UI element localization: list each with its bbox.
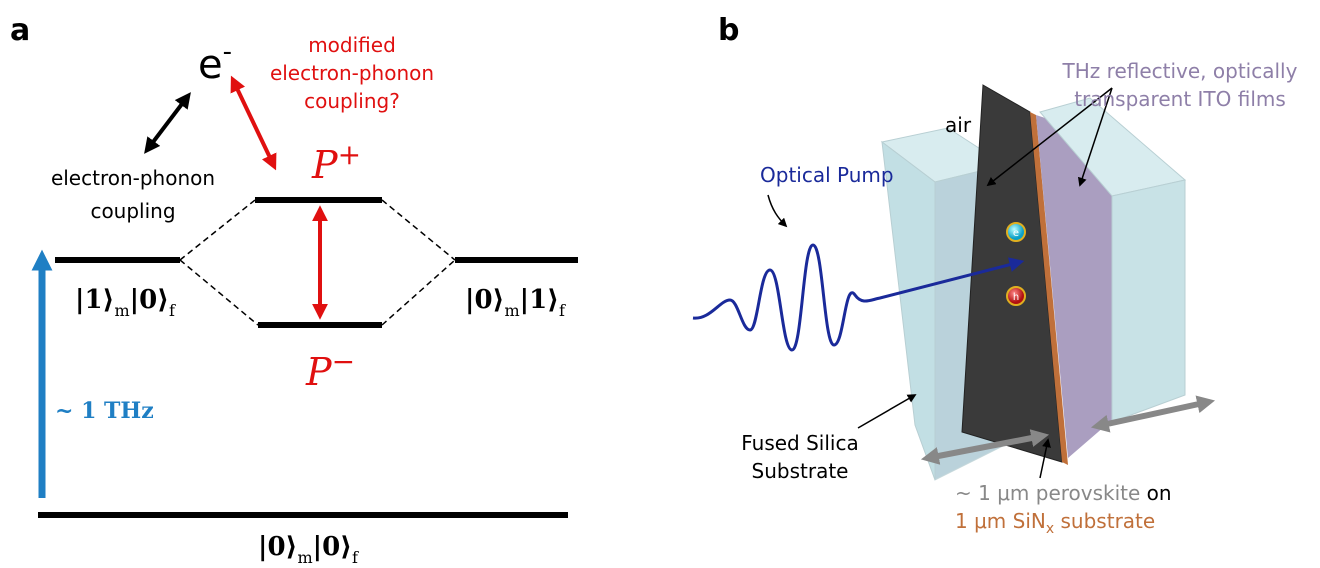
upper-polariton: P+ [311, 138, 361, 187]
block-face [1111, 179, 1186, 423]
text-line: electron-phonon [270, 61, 434, 85]
text-part: substrate [1054, 509, 1155, 533]
dashed-line [381, 259, 456, 326]
sin-edge [1030, 112, 1068, 465]
electron-label: e [1013, 228, 1019, 239]
arrow [230, 75, 277, 171]
hole [1006, 286, 1026, 306]
sub: x [1046, 521, 1054, 537]
state: |1⟩m|0⟩f [75, 285, 176, 320]
pointer [857, 394, 917, 429]
sub: f [352, 548, 359, 567]
ket: |0⟩ [313, 532, 352, 562]
text-part: ~ 1 μm perovskite [955, 481, 1140, 505]
state: |0⟩m|0⟩f [258, 532, 359, 567]
sub: m [504, 301, 519, 320]
pump-pulse [692, 243, 1025, 352]
electron [1006, 222, 1026, 242]
dashed-line [179, 199, 256, 261]
text-line: coupling? [304, 89, 400, 113]
block-face [881, 140, 936, 481]
dashed-line [381, 199, 456, 261]
motion-arrow [1090, 395, 1216, 433]
modified-coupling: modified electron-phonon coupling? [270, 33, 434, 113]
ket: |1⟩ [75, 285, 114, 315]
frequency: ~ 1 THz [55, 398, 154, 424]
ket: |1⟩ [520, 285, 559, 315]
hole-label: h [1013, 292, 1019, 303]
sign: − [332, 345, 355, 378]
dashed-links [179, 199, 456, 326]
charge: - [223, 37, 232, 67]
ito-label: THz reflective, optically transparent IT… [1062, 59, 1298, 111]
text-part: 1 μm SiN [955, 509, 1046, 533]
dashed-line [179, 259, 259, 326]
ket: |0⟩ [465, 285, 504, 315]
text-line: modified [308, 33, 396, 57]
text-line: electron-phonon [51, 166, 215, 190]
motion-arrow [920, 429, 1050, 465]
pointers [767, 87, 1113, 479]
pump-label: Optical Pump [760, 163, 894, 187]
sub: f [169, 301, 176, 320]
right-block [1039, 97, 1187, 423]
pointer [767, 194, 788, 228]
substrate-label: Fused Silica Substrate [741, 431, 858, 483]
levels [38, 197, 578, 518]
pointer [1039, 438, 1051, 479]
panel-label: b [718, 13, 739, 48]
arrow [144, 92, 191, 154]
states: |1⟩m|0⟩f |0⟩m|1⟩f |0⟩m|0⟩f [75, 285, 566, 567]
sign: + [338, 138, 361, 171]
text-line: transparent ITO films [1074, 87, 1286, 111]
ito-film [1036, 115, 1112, 458]
ket: |0⟩ [130, 285, 169, 315]
text-line: Substrate [752, 459, 849, 483]
sub: m [114, 301, 129, 320]
sub: f [559, 301, 566, 320]
pointer [986, 87, 1113, 187]
perovskite-label: ~ 1 μm perovskite on [955, 481, 1172, 505]
sub: m [297, 548, 312, 567]
ket: |0⟩ [258, 532, 297, 562]
symbol: P [305, 350, 333, 394]
coupling: electron-phonon coupling [51, 166, 215, 223]
sin-label: 1 μm SiNx substrate [955, 509, 1155, 537]
text-line: Fused Silica [741, 431, 858, 455]
lower-polariton: P− [305, 345, 355, 394]
state: |0⟩m|1⟩f [465, 285, 566, 320]
symbol: P [311, 143, 339, 187]
text-part: on [1140, 481, 1171, 505]
pointer [1077, 87, 1113, 187]
text-line: THz reflective, optically [1062, 59, 1298, 83]
text-line: coupling [90, 199, 175, 223]
electron-symbol: e- [198, 37, 232, 88]
symbol: e [198, 42, 223, 88]
panel-label: a [10, 13, 30, 48]
air-label: air [945, 113, 972, 137]
